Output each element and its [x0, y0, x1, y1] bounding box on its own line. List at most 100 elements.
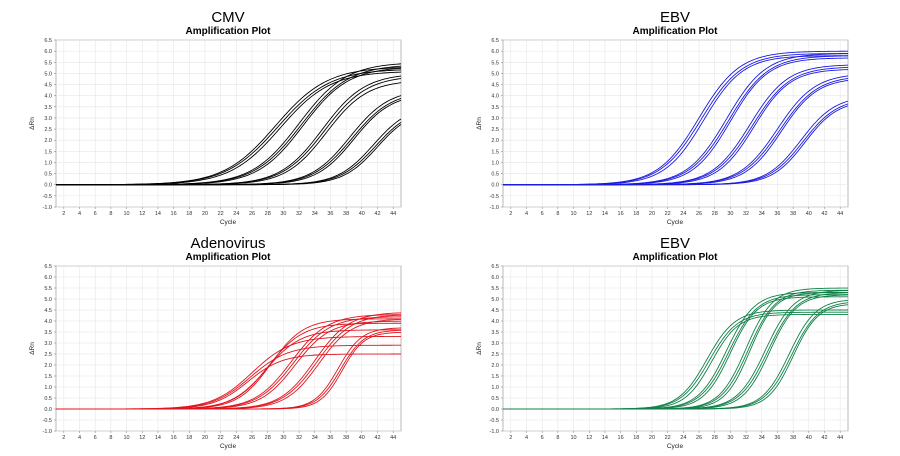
amplification-curve	[56, 124, 402, 186]
x-tick-label: 40	[806, 211, 812, 217]
y-tick-label: 0.5	[491, 172, 499, 178]
y-tick-label: 5.0	[44, 71, 52, 77]
y-tick-label: 4.0	[44, 319, 52, 325]
x-tick-label: 44	[390, 211, 396, 217]
x-tick-label: 20	[649, 211, 655, 217]
x-tick-label: 22	[218, 211, 224, 217]
y-tick-label: 2.0	[491, 363, 499, 369]
x-tick-label: 26	[249, 435, 255, 441]
y-axis-label: ΔRn	[476, 342, 483, 355]
plot-title: Amplification Plot	[186, 252, 272, 263]
y-tick-label: 6.5	[44, 38, 52, 44]
x-tick-label: 16	[171, 211, 177, 217]
x-tick-label: 30	[280, 211, 286, 217]
y-tick-label: 6.0	[491, 275, 499, 281]
x-tick-label: 40	[806, 435, 812, 441]
x-tick-label: 24	[680, 211, 686, 217]
y-tick-label: 6.5	[491, 264, 499, 270]
x-tick-label: 18	[186, 435, 192, 441]
plot-title: Amplification Plot	[186, 26, 272, 37]
y-tick-label: -0.5	[490, 418, 499, 424]
x-tick-label: 28	[265, 435, 271, 441]
x-tick-label: 22	[218, 435, 224, 441]
y-tick-label: 1.5	[491, 149, 499, 155]
x-tick-label: 36	[774, 435, 780, 441]
x-tick-label: 6	[541, 435, 544, 441]
y-tick-label: 1.5	[44, 149, 52, 155]
amplification-curve	[56, 331, 402, 410]
x-tick-label: 4	[525, 435, 528, 441]
y-tick-label: 4.5	[491, 308, 499, 314]
y-tick-label: -1.0	[43, 429, 52, 435]
y-axis-label: ΔRn	[29, 117, 36, 130]
x-tick-label: 8	[109, 211, 112, 217]
x-tick-label: 28	[712, 435, 718, 441]
x-tick-label: 26	[696, 435, 702, 441]
x-axis-label: Cycle	[667, 219, 684, 226]
y-tick-label: 4.0	[491, 94, 499, 100]
y-tick-label: -0.5	[43, 194, 52, 200]
y-tick-label: 3.5	[491, 105, 499, 111]
panel-title: EBV	[660, 235, 690, 252]
y-tick-label: 2.0	[44, 363, 52, 369]
plot-title: Amplification Plot	[633, 252, 719, 263]
y-tick-label: -0.5	[43, 418, 52, 424]
x-tick-label: 4	[78, 435, 81, 441]
x-tick-label: 26	[696, 211, 702, 217]
y-tick-label: 2.5	[491, 127, 499, 133]
x-tick-label: 8	[556, 211, 559, 217]
x-tick-label: 22	[665, 211, 671, 217]
x-axis-label: Cycle	[220, 443, 237, 450]
y-tick-label: 5.0	[44, 297, 52, 303]
x-tick-label: 14	[602, 211, 608, 217]
x-tick-label: 14	[155, 211, 161, 217]
y-axis-label: ΔRn	[29, 342, 36, 355]
amplification-curve	[503, 105, 849, 186]
y-tick-label: 0.5	[491, 396, 499, 402]
y-tick-label: 1.5	[491, 374, 499, 380]
y-tick-label: 6.5	[44, 264, 52, 270]
x-tick-label: 4	[78, 211, 81, 217]
x-tick-label: 38	[343, 211, 349, 217]
x-tick-label: 28	[265, 211, 271, 217]
x-tick-label: 8	[556, 435, 559, 441]
x-tick-label: 30	[727, 435, 733, 441]
x-tick-label: 14	[155, 435, 161, 441]
x-tick-label: 38	[790, 211, 796, 217]
y-tick-label: 0.0	[44, 183, 52, 189]
x-tick-label: 34	[759, 435, 765, 441]
y-tick-label: 6.5	[491, 38, 499, 44]
plot-area	[55, 265, 402, 432]
x-tick-label: 32	[743, 211, 749, 217]
y-tick-label: 3.5	[44, 105, 52, 111]
y-tick-label: 0.5	[44, 396, 52, 402]
x-tick-label: 38	[790, 435, 796, 441]
x-tick-label: 18	[633, 435, 639, 441]
x-tick-label: 34	[312, 211, 318, 217]
y-tick-label: 1.0	[491, 160, 499, 166]
x-tick-label: 30	[727, 211, 733, 217]
y-tick-label: 3.0	[44, 116, 52, 122]
y-tick-label: 0.0	[491, 407, 499, 413]
x-tick-label: 32	[743, 435, 749, 441]
x-tick-label: 32	[296, 435, 302, 441]
x-tick-label: 4	[525, 211, 528, 217]
x-tick-label: 36	[327, 435, 333, 441]
y-tick-label: 4.0	[491, 319, 499, 325]
x-tick-label: 40	[359, 435, 365, 441]
y-tick-label: 3.0	[44, 341, 52, 347]
y-tick-label: 0.5	[44, 172, 52, 178]
x-tick-label: 24	[233, 211, 239, 217]
x-axis-label: Cycle	[667, 443, 684, 450]
x-tick-label: 12	[139, 211, 145, 217]
y-tick-label: 2.5	[491, 352, 499, 358]
y-tick-label: 2.5	[44, 127, 52, 133]
x-tick-label: 36	[774, 211, 780, 217]
x-tick-label: 28	[712, 211, 718, 217]
x-tick-label: 34	[759, 211, 765, 217]
x-tick-label: 20	[649, 435, 655, 441]
y-tick-label: 1.5	[44, 374, 52, 380]
